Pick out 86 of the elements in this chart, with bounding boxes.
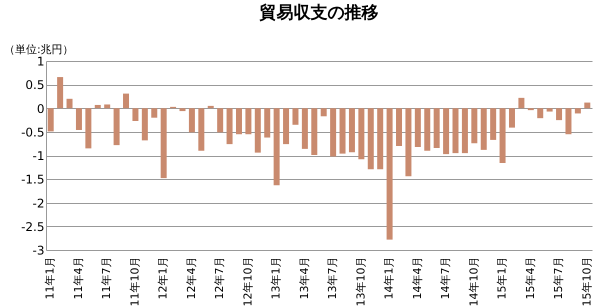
x-tick-label: 12年4月 bbox=[184, 256, 198, 300]
bar bbox=[104, 104, 110, 108]
y-tick-label: -1.5 bbox=[21, 172, 44, 187]
bar bbox=[405, 108, 412, 176]
bar bbox=[574, 108, 581, 114]
bar bbox=[254, 108, 261, 153]
y-tick-label: -1 bbox=[32, 149, 44, 163]
x-tick-label: 11年10月 bbox=[128, 256, 142, 306]
bar bbox=[490, 108, 496, 140]
bar bbox=[85, 108, 92, 148]
bar bbox=[311, 108, 318, 156]
bar bbox=[377, 108, 384, 170]
bar bbox=[132, 108, 138, 122]
bar bbox=[123, 94, 130, 108]
bar bbox=[480, 108, 487, 150]
x-tick-label: 14年7月 bbox=[439, 256, 452, 300]
text: （単位:兆円） bbox=[4, 43, 74, 56]
x-tick-label: 13年1月 bbox=[270, 256, 283, 300]
bar bbox=[274, 108, 280, 186]
bar bbox=[245, 108, 252, 134]
bar bbox=[518, 98, 524, 108]
bar bbox=[142, 108, 148, 140]
bar bbox=[462, 108, 468, 154]
x-tick-label: 12年1月 bbox=[156, 256, 170, 300]
bar bbox=[584, 102, 590, 108]
x-tick-label: 11年7月 bbox=[100, 256, 114, 300]
bar bbox=[160, 108, 167, 178]
bar bbox=[443, 108, 450, 154]
bar bbox=[452, 108, 458, 154]
bar bbox=[358, 108, 364, 160]
bar bbox=[66, 98, 73, 108]
bar bbox=[471, 108, 478, 144]
bar bbox=[565, 108, 572, 134]
bar bbox=[151, 108, 158, 118]
bar bbox=[320, 108, 327, 116]
y-tick-label: -0.5 bbox=[21, 125, 44, 140]
bar bbox=[340, 108, 346, 154]
bar bbox=[283, 108, 290, 144]
y-tick-label: 0.5 bbox=[25, 78, 44, 92]
bar bbox=[508, 108, 515, 128]
bar bbox=[236, 108, 242, 134]
bar bbox=[188, 108, 195, 132]
y-tick-label: -2 bbox=[32, 196, 44, 210]
x-tick-label: 15年4月 bbox=[524, 256, 537, 300]
bar bbox=[94, 104, 101, 108]
x-tick-label: 13年10月 bbox=[354, 256, 368, 306]
bar bbox=[546, 108, 553, 112]
bar bbox=[226, 108, 233, 144]
bar bbox=[424, 108, 430, 151]
bar bbox=[57, 77, 64, 108]
x-tick-label: 14年10月 bbox=[467, 256, 480, 306]
x-tick-label: 13年4月 bbox=[298, 256, 311, 300]
bar bbox=[556, 108, 562, 120]
x-tick-label: 14年1月 bbox=[382, 256, 396, 300]
x-tick-label: 14年4月 bbox=[410, 256, 424, 300]
x-tick-label: 15年10月 bbox=[580, 256, 594, 306]
chart-title: 貿易収支の推移 bbox=[258, 3, 378, 23]
x-tick-label: 11年1月 bbox=[44, 256, 57, 300]
bar bbox=[414, 108, 421, 147]
bar bbox=[114, 108, 120, 146]
x-tick-label: 13年7月 bbox=[326, 256, 340, 300]
bar bbox=[368, 108, 374, 170]
bar bbox=[500, 108, 506, 164]
y-tick-label: -2.5 bbox=[21, 220, 44, 234]
bar bbox=[537, 108, 544, 118]
bar bbox=[396, 108, 402, 146]
bar bbox=[208, 106, 214, 108]
bar bbox=[330, 108, 336, 156]
x-tick-label: 12年7月 bbox=[213, 256, 226, 300]
y-tick-label: 0 bbox=[36, 102, 44, 116]
x-tick-label: 15年1月 bbox=[496, 256, 509, 300]
bar bbox=[302, 108, 308, 149]
bar bbox=[76, 108, 82, 130]
bar bbox=[48, 108, 54, 132]
bar bbox=[217, 108, 224, 132]
bar bbox=[264, 108, 270, 138]
bar bbox=[292, 108, 298, 125]
bar bbox=[386, 108, 393, 240]
x-tick-label: 15年7月 bbox=[552, 256, 566, 300]
y-tick-label: -3 bbox=[32, 244, 44, 258]
x-tick-label: 12年10月 bbox=[241, 256, 254, 306]
y-tick-label: 1 bbox=[36, 54, 44, 68]
x-tick-label: 11年4月 bbox=[72, 256, 85, 300]
bar bbox=[434, 108, 440, 148]
bar bbox=[348, 108, 355, 152]
bar bbox=[198, 108, 204, 151]
